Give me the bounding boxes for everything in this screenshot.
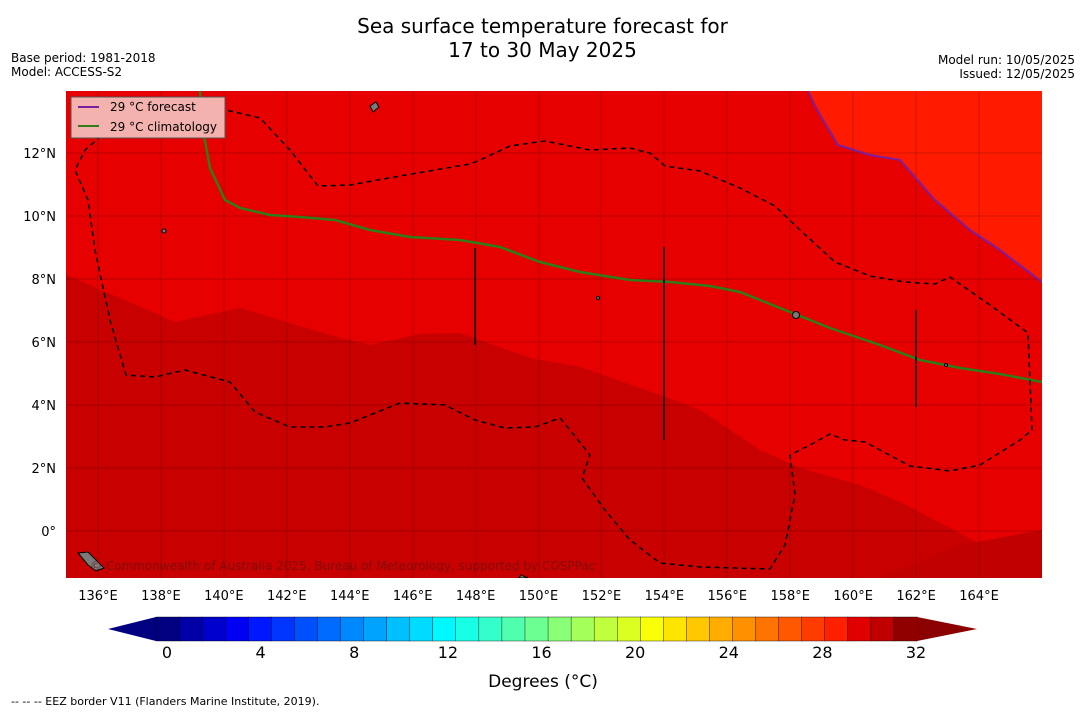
lon-tick-label: 146°E: [393, 589, 433, 604]
colorbar-cell: [224, 616, 249, 642]
colorbar-tick-label: 12: [438, 643, 458, 662]
sst-zone-26-27: [880, 530, 1042, 578]
colorbar-tick-label: 8: [349, 643, 359, 662]
colorbar-over-arrow: [917, 617, 977, 641]
lat-tick-label: 8°N: [32, 273, 57, 288]
title-line-2: 17 to 30 May 2025: [448, 38, 637, 62]
lon-tick-label: 136°E: [78, 589, 118, 604]
lon-tick-label: 138°E: [141, 589, 181, 604]
map-panel: © Commonwealth of Australia 2025, Bureau…: [66, 91, 1042, 578]
chart-title: Sea surface temperature forecast for 17 …: [0, 14, 1085, 62]
colorbar-cell: [524, 616, 549, 642]
vertical-markers: [474, 247, 917, 440]
colorbar-cell: [271, 616, 295, 642]
lat-tick-label: 2°N: [32, 462, 57, 477]
colorbar-cell: [870, 616, 895, 642]
graticule: [66, 91, 1042, 578]
colorbar-under-arrow: [108, 617, 156, 641]
colorbar-cell: [478, 616, 503, 642]
legend-label-climatology: 29 °C climatology: [110, 120, 217, 134]
issued-date: Issued: 12/05/2025: [959, 67, 1075, 81]
lon-tick-label: 158°E: [770, 589, 810, 604]
lat-tick-label: 10°N: [23, 210, 56, 225]
sst-zone-above-29: [808, 91, 1042, 282]
lon-tick-label: 160°E: [833, 589, 873, 604]
colorbar-cell: [363, 616, 388, 642]
lon-tick-label: 162°E: [896, 589, 936, 604]
legend-label-forecast: 29 °C forecast: [110, 100, 196, 114]
colorbar-label: Degrees (°C): [488, 672, 598, 692]
lon-tick-label: 154°E: [645, 589, 685, 604]
colorbar-cell: [386, 616, 411, 642]
colorbar-cell: [847, 616, 872, 642]
lon-tick-label: 144°E: [330, 589, 370, 604]
colorbar-tick-label: 20: [625, 643, 645, 662]
lon-tick-label: 140°E: [204, 589, 244, 604]
model-info: Base period: 1981-2018 Model: ACCESS-S2: [11, 51, 156, 79]
colorbar-cell: [640, 616, 664, 642]
run-info: Model run: 10/05/2025 Issued: 12/05/2025: [938, 53, 1075, 81]
lon-tick-label: 148°E: [456, 589, 496, 604]
colorbar-cell: [455, 616, 480, 642]
lat-tick-label: 0°: [41, 525, 56, 540]
eez-border: [74, 99, 1033, 570]
colorbar-cell: [570, 616, 595, 642]
colorbar-cell: [617, 616, 641, 642]
colorbar-cell: [155, 616, 180, 642]
map-legend: 29 °C forecast 29 °C climatology: [70, 96, 226, 139]
credit-watermark: © Commonwealth of Australia 2025, Bureau…: [90, 559, 595, 573]
colorbar-cell: [547, 616, 572, 642]
colorbar-cell: [432, 616, 457, 642]
colorbar-cell: [501, 616, 526, 642]
colorbar-tick-label: 16: [531, 643, 551, 662]
colorbar-cell: [248, 616, 272, 642]
colorbar-cell: [755, 616, 780, 642]
lon-tick-label: 150°E: [519, 589, 559, 604]
islands: [77, 101, 948, 578]
title-line-1: Sea surface temperature forecast for: [357, 14, 728, 38]
colorbar-cell: [593, 616, 618, 642]
colorbar-tick-label: 32: [906, 643, 926, 662]
colorbar-cell: [893, 616, 918, 642]
colorbar-cell: [686, 616, 711, 642]
lon-tick-label: 152°E: [582, 589, 622, 604]
colorbar-cell: [340, 616, 365, 642]
colorbar-cell: [824, 616, 849, 642]
lon-tick-label: 164°E: [959, 589, 999, 604]
colorbar-tick-label: 28: [812, 643, 832, 662]
colorbar-cell: [201, 616, 226, 642]
model-run: Model run: 10/05/2025: [937, 53, 1075, 67]
colorbar-cell: [317, 616, 342, 642]
colorbar-tick-labels: 0 4 8 12 16 20 24 28 32: [162, 643, 926, 662]
colorbar-cell: [709, 616, 734, 642]
forecast-29c-contour: [807, 91, 1042, 283]
colorbar-tick-label: 24: [719, 643, 739, 662]
colorbar-cell: [778, 616, 803, 642]
colorbar-tick-label: 0: [162, 643, 172, 662]
colorbar-cell: [801, 616, 826, 642]
lat-tick-label: 4°N: [32, 399, 57, 414]
colorbar-cell: [294, 616, 319, 642]
colorbar-tick-label: 4: [256, 643, 266, 662]
latitude-ticks: 12°N 10°N 8°N 6°N 4°N 2°N 0°: [23, 147, 56, 540]
colorbar-cell: [663, 616, 687, 642]
eez-footnote: -- -- -- EEZ border V11 (Flanders Marine…: [11, 695, 320, 708]
lon-tick-label: 156°E: [708, 589, 748, 604]
colorbar-cells: [155, 616, 918, 642]
colorbar: 0 4 8 12 16 20 24 28 32 Degrees (°C): [108, 616, 977, 692]
colorbar-cell: [409, 616, 434, 642]
lat-tick-label: 6°N: [32, 336, 57, 351]
model-name: Model: ACCESS-S2: [11, 65, 123, 79]
longitude-ticks: 136°E 138°E 140°E 142°E 144°E 146°E 148°E 150°E…: [78, 589, 999, 604]
climatology-29c-contour: [198, 91, 1042, 384]
base-period: Base period: 1981-2018: [11, 51, 156, 65]
lat-tick-label: 12°N: [23, 147, 56, 162]
colorbar-cell: [732, 616, 757, 642]
colorbar-cell: [178, 616, 203, 642]
sst-zone-27-28: [66, 275, 1042, 578]
lon-tick-label: 142°E: [267, 589, 307, 604]
